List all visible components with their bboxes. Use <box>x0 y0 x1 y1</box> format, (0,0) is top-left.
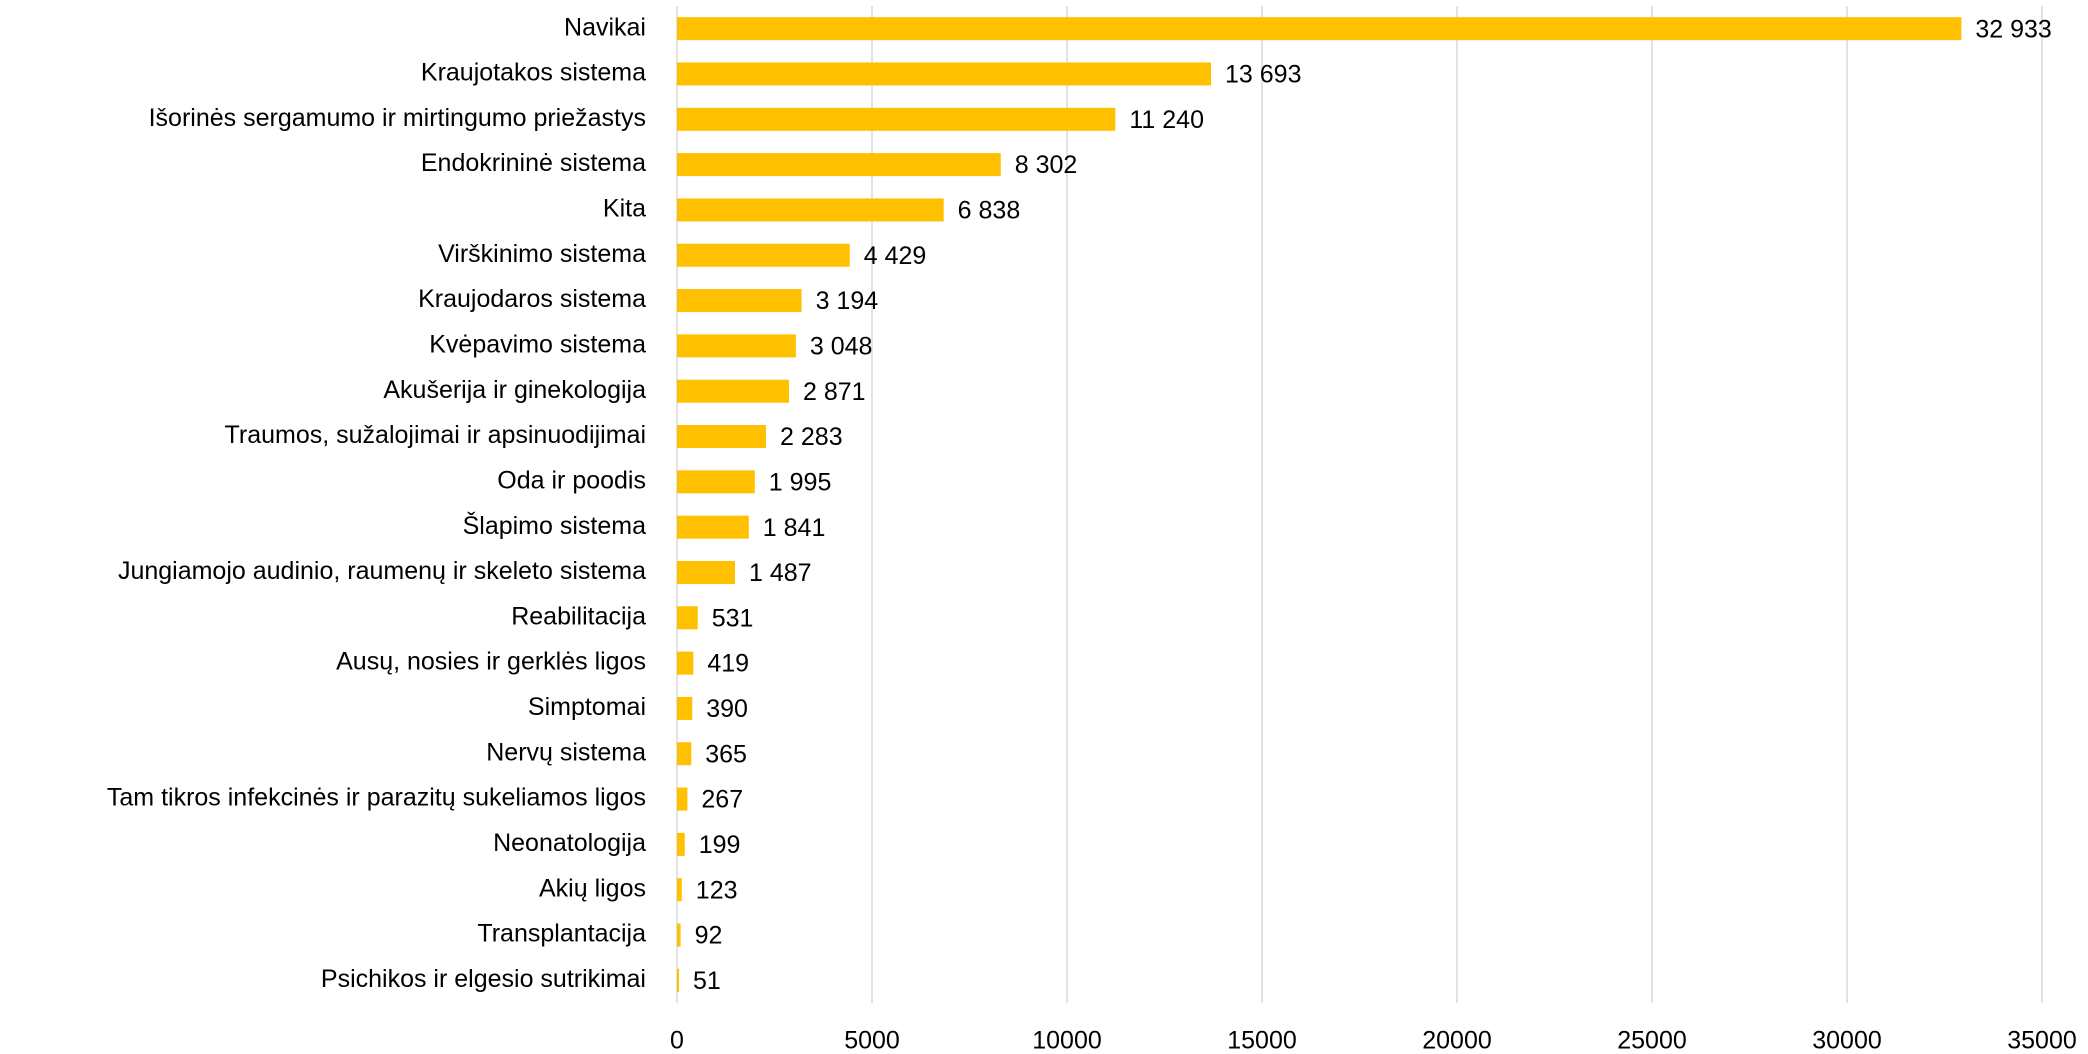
bar <box>677 334 796 358</box>
y-tick-label: Kvėpavimo sistema <box>429 330 646 358</box>
data-label: 365 <box>705 740 747 768</box>
bar <box>677 62 1212 86</box>
data-label: 199 <box>699 831 741 859</box>
x-tick-label: 10000 <box>1032 1027 1102 1054</box>
x-tick-label: 0 <box>670 1027 684 1054</box>
x-tick-label: 15000 <box>1227 1027 1297 1054</box>
y-tick-label: Endokrininė sistema <box>421 149 646 177</box>
bar <box>677 696 693 720</box>
y-tick-label: Akušerija ir ginekologija <box>383 376 646 404</box>
data-label: 123 <box>696 876 738 904</box>
bar <box>677 515 749 539</box>
y-tick-label: Išorinės sergamumo ir mirtingumo priežas… <box>149 104 646 132</box>
bar <box>677 606 698 630</box>
data-label: 92 <box>695 922 723 950</box>
data-label: 1 487 <box>749 559 812 587</box>
data-label: 267 <box>701 786 743 814</box>
data-label: 419 <box>707 650 749 678</box>
y-tick-label: Kita <box>603 195 646 223</box>
bar <box>677 289 802 313</box>
data-label: 6 838 <box>958 197 1021 225</box>
y-tick-label: Oda ir poodis <box>497 466 646 494</box>
y-tick-label: Jungiamojo audinio, raumenų ir skeleto s… <box>118 557 646 585</box>
data-label: 11 240 <box>1129 106 1204 134</box>
y-tick-label: Tam tikros infekcinės ir parazitų sukeli… <box>107 784 646 812</box>
bar <box>677 107 1116 131</box>
data-label: 13 693 <box>1225 61 1301 89</box>
y-tick-label: Akių ligos <box>539 874 646 902</box>
y-tick-label: Simptomai <box>528 693 646 721</box>
y-tick-label: Reabilitacija <box>511 602 646 630</box>
y-tick-label: Neonatologija <box>493 829 646 857</box>
bar <box>677 379 789 403</box>
y-tick-label: Virškinimo sistema <box>438 240 646 268</box>
data-label: 8 302 <box>1015 151 1078 179</box>
y-tick-label: Ausų, nosies ir gerklės ligos <box>336 648 646 676</box>
x-tick-label: 25000 <box>1617 1027 1687 1054</box>
bar <box>677 198 944 222</box>
data-label: 4 429 <box>864 242 927 270</box>
data-label: 51 <box>693 967 721 995</box>
y-tick-label: Nervų sistema <box>486 738 646 766</box>
bar <box>677 968 679 992</box>
y-tick-label: Psichikos ir elgesio sutrikimai <box>321 965 646 993</box>
bar <box>677 923 681 947</box>
data-label: 3 194 <box>816 287 879 315</box>
x-tick-label: 30000 <box>1812 1027 1882 1054</box>
data-label: 2 871 <box>803 378 866 406</box>
data-label: 2 283 <box>780 423 843 451</box>
x-tick-label: 35000 <box>2007 1027 2077 1054</box>
y-tick-label: Kraujodaros sistema <box>418 285 646 313</box>
bar <box>677 878 682 902</box>
bar <box>677 742 692 766</box>
data-label: 531 <box>712 604 754 632</box>
data-label: 390 <box>706 695 748 723</box>
data-label: 1 995 <box>769 468 832 496</box>
bar <box>677 425 767 449</box>
bar <box>677 651 694 675</box>
bar <box>677 470 755 494</box>
bar <box>677 787 688 811</box>
y-tick-label: Transplantacija <box>477 920 646 948</box>
data-label: 1 841 <box>763 514 826 542</box>
bar <box>677 832 685 856</box>
bar <box>677 560 735 584</box>
bar <box>677 17 1962 41</box>
y-tick-label: Navikai <box>564 13 646 41</box>
data-label: 32 933 <box>1975 15 2051 43</box>
bar <box>677 153 1001 177</box>
x-tick-label: 5000 <box>844 1027 900 1054</box>
x-tick-label: 20000 <box>1422 1027 1492 1054</box>
y-tick-label: Šlapimo sistema <box>463 511 646 540</box>
bar <box>677 243 850 267</box>
y-tick-label: Kraujotakos sistema <box>421 59 646 87</box>
y-tick-label: Traumos, sužalojimai ir apsinuodijimai <box>225 421 646 449</box>
data-label: 3 048 <box>810 332 873 360</box>
